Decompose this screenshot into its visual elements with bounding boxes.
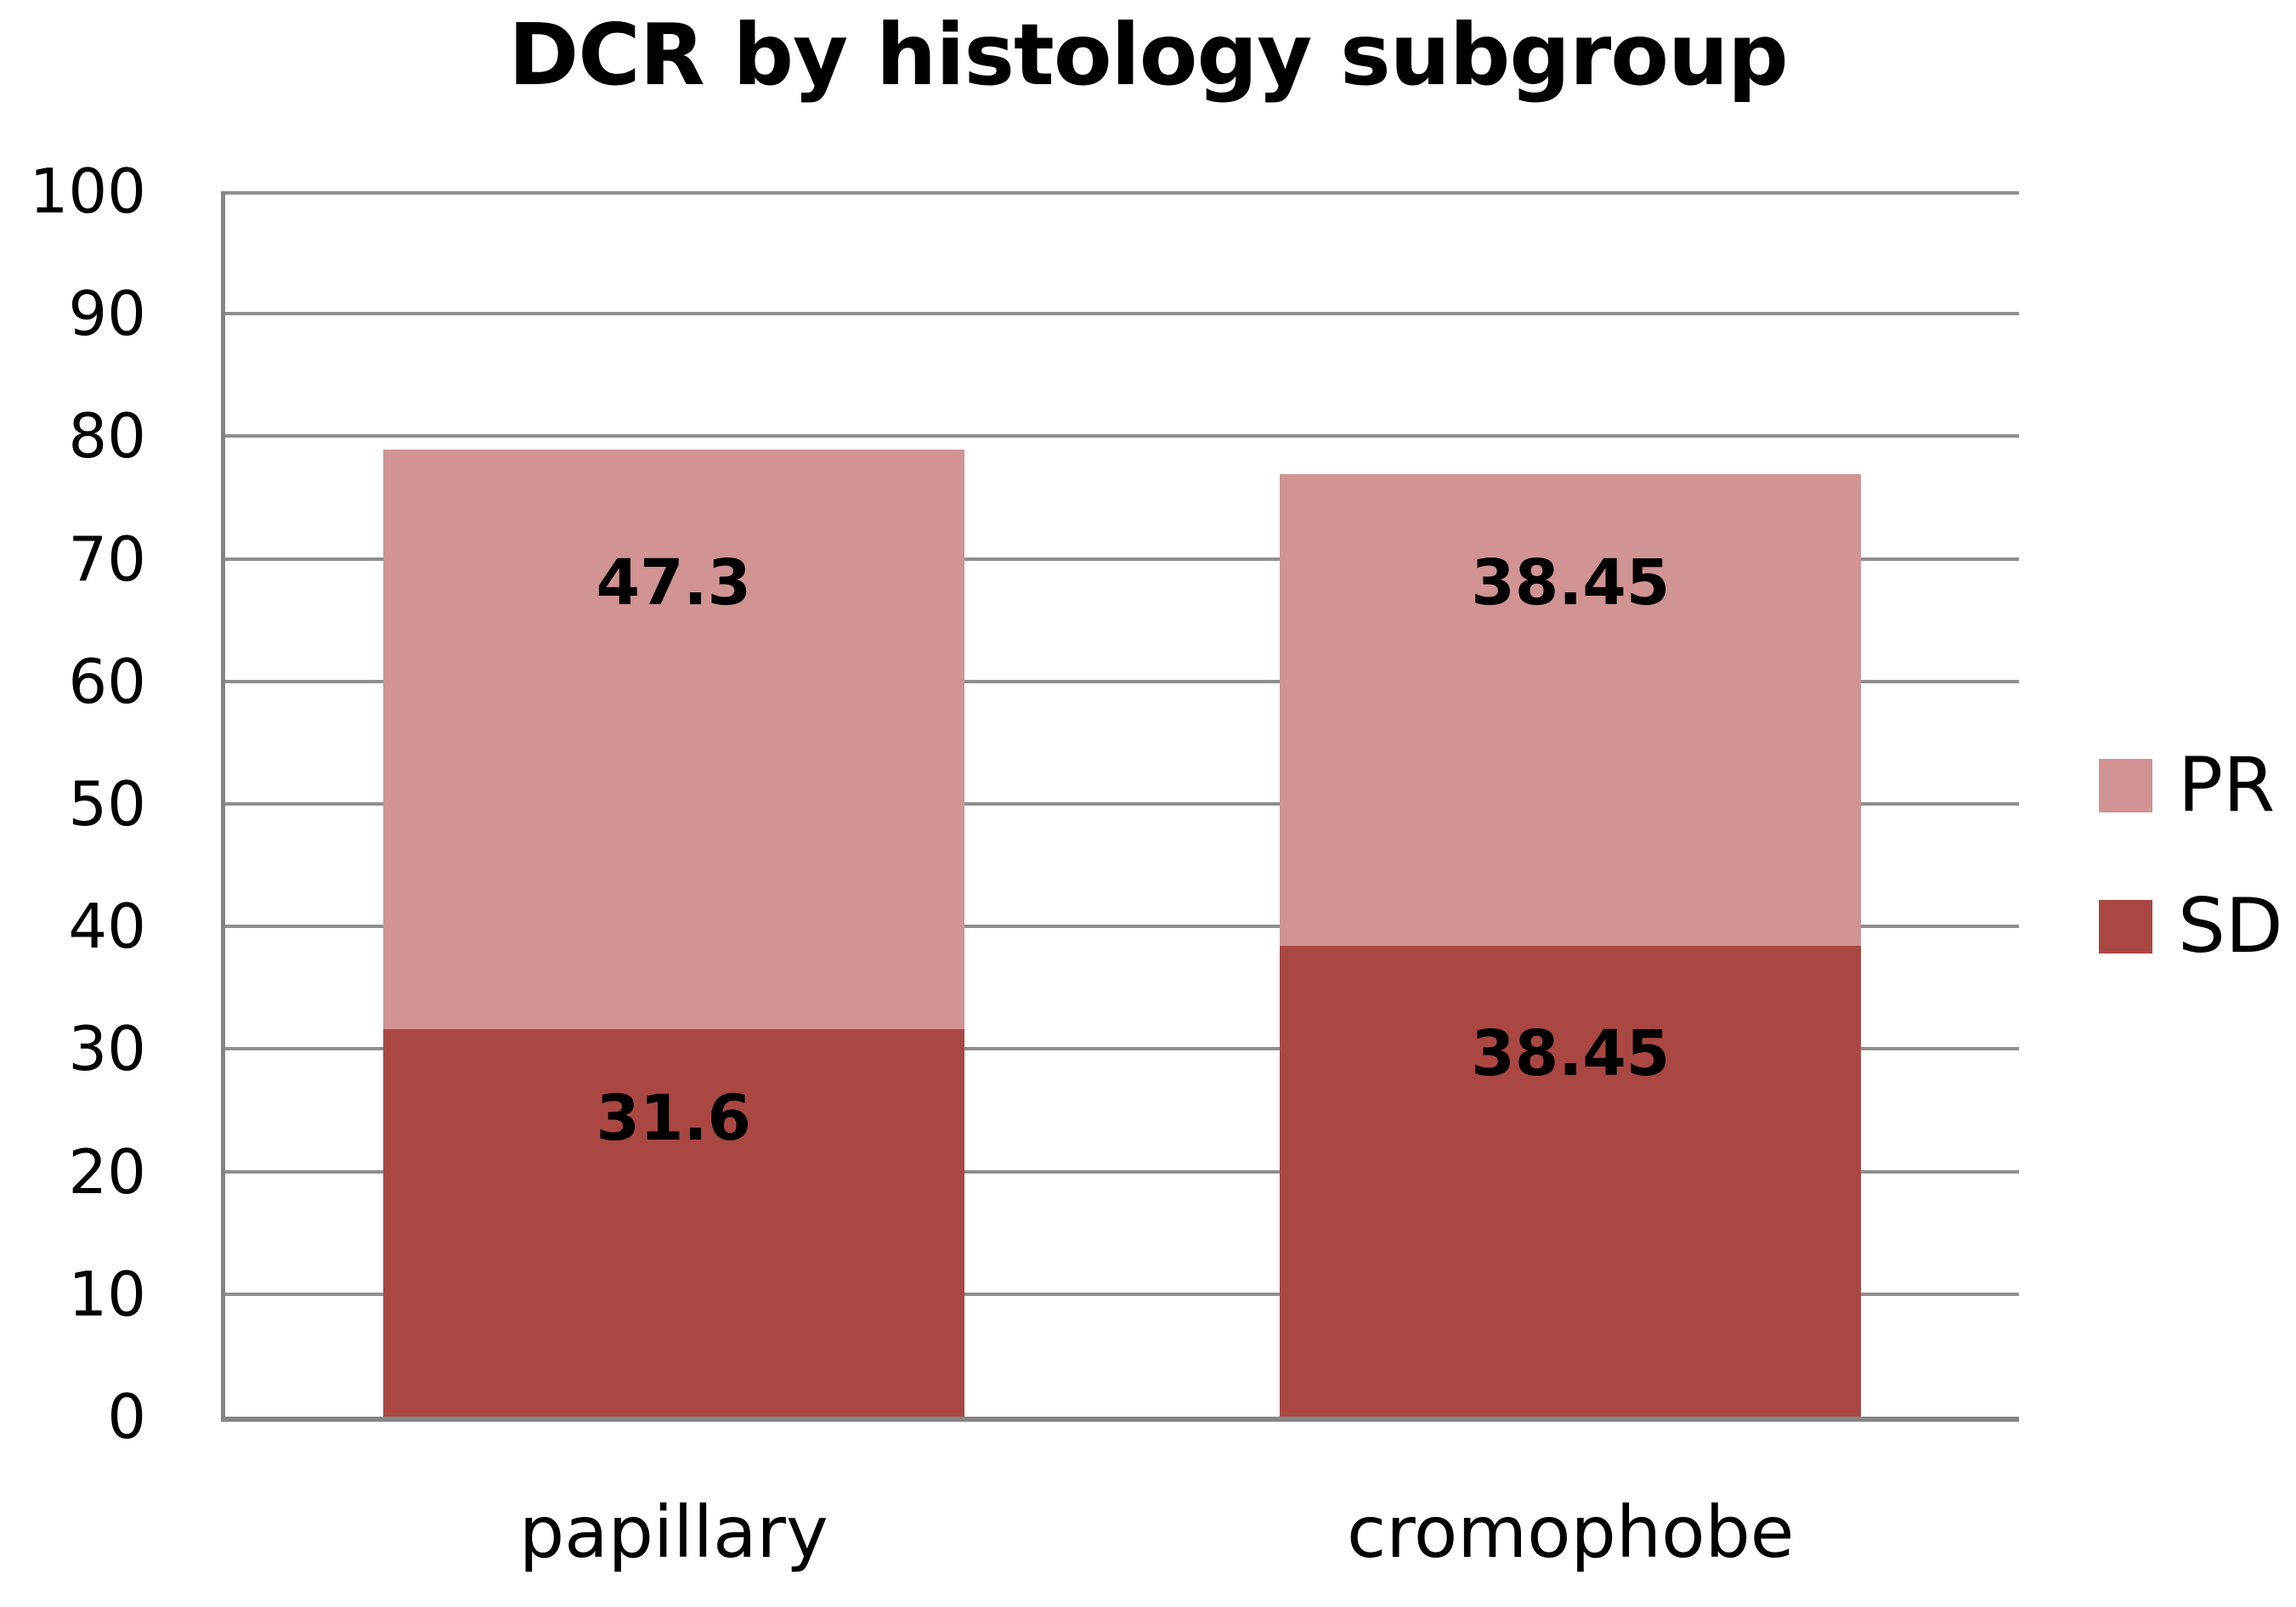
y-tick-label: 0 bbox=[107, 1381, 146, 1452]
legend-item-pr: PR bbox=[2099, 748, 2283, 823]
x-category-label-cromophobe: cromophobe bbox=[1347, 1491, 1795, 1574]
bar-value-label: 38.45 bbox=[1471, 546, 1671, 620]
y-tick-label: 30 bbox=[68, 1013, 146, 1085]
gridline bbox=[225, 679, 2019, 683]
x-axis-line bbox=[221, 1417, 2019, 1422]
gridline bbox=[225, 191, 2019, 195]
gridline bbox=[225, 1292, 2019, 1296]
gridline bbox=[225, 925, 2019, 929]
gridline bbox=[225, 434, 2019, 439]
bar-value-label: 38.45 bbox=[1471, 1017, 1671, 1091]
y-tick-label: 40 bbox=[68, 891, 146, 963]
y-tick-label: 10 bbox=[68, 1258, 146, 1330]
bar-value-label: 47.3 bbox=[596, 546, 752, 620]
gridline bbox=[225, 802, 2019, 806]
y-tick-label: 20 bbox=[68, 1135, 146, 1208]
legend: PR SD bbox=[2099, 748, 2283, 1030]
bar-segment-pr-papillary: 47.3 bbox=[382, 450, 964, 1030]
x-category-label-papillary: papillary bbox=[518, 1491, 828, 1574]
y-tick-label: 60 bbox=[68, 645, 146, 717]
legend-label: PR bbox=[2178, 741, 2276, 829]
bar-segment-sd-cromophobe: 38.45 bbox=[1280, 945, 1862, 1417]
gridline bbox=[225, 557, 2019, 561]
bar-segment-sd-papillary: 31.6 bbox=[382, 1029, 964, 1417]
legend-label: SD bbox=[2178, 882, 2283, 970]
gridline bbox=[225, 312, 2019, 316]
legend-item-sd: SD bbox=[2099, 889, 2283, 964]
chart-title: DCR by histology subgroup bbox=[508, 5, 1789, 105]
y-tick-label: 70 bbox=[68, 523, 146, 595]
legend-swatch-pr bbox=[2099, 758, 2152, 812]
legend-swatch-sd bbox=[2099, 899, 2152, 953]
y-tick-label: 80 bbox=[68, 400, 146, 472]
y-tick-label: 50 bbox=[68, 768, 146, 840]
y-axis-line bbox=[221, 191, 225, 1422]
bar-value-label: 31.6 bbox=[596, 1082, 752, 1156]
bar-segment-pr-cromophobe: 38.45 bbox=[1280, 474, 1862, 946]
y-tick-label: 100 bbox=[29, 156, 146, 227]
gridline bbox=[225, 1169, 2019, 1174]
gridline bbox=[225, 1047, 2019, 1051]
plot-area: 31.6 47.3 38.45 38.45 bbox=[221, 191, 2019, 1422]
y-tick-label: 90 bbox=[68, 278, 146, 350]
